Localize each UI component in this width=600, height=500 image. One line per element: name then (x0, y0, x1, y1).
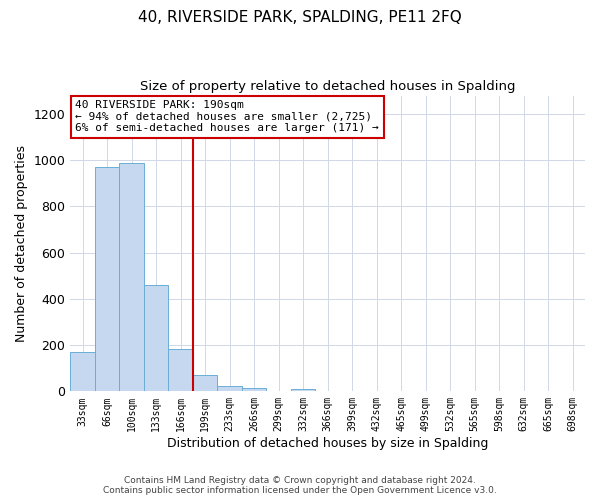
Bar (242, 388, 266, 392)
Bar (169, 348, 193, 392)
Y-axis label: Number of detached properties: Number of detached properties (15, 145, 28, 342)
Text: 40 RIVERSIDE PARK: 190sqm
← 94% of detached houses are smaller (2,725)
6% of sem: 40 RIVERSIDE PARK: 190sqm ← 94% of detac… (76, 100, 379, 133)
Title: Size of property relative to detached houses in Spalding: Size of property relative to detached ho… (140, 80, 515, 93)
Text: Contains HM Land Registry data © Crown copyright and database right 2024.
Contai: Contains HM Land Registry data © Crown c… (103, 476, 497, 495)
Bar (119, 162, 144, 392)
Bar (144, 285, 169, 392)
X-axis label: Distribution of detached houses by size in Spalding: Distribution of detached houses by size … (167, 437, 488, 450)
Bar (193, 375, 217, 392)
Bar (70, 352, 95, 392)
Bar (95, 167, 119, 392)
Bar (217, 386, 242, 392)
Text: 40, RIVERSIDE PARK, SPALDING, PE11 2FQ: 40, RIVERSIDE PARK, SPALDING, PE11 2FQ (138, 10, 462, 25)
Bar (291, 389, 316, 392)
